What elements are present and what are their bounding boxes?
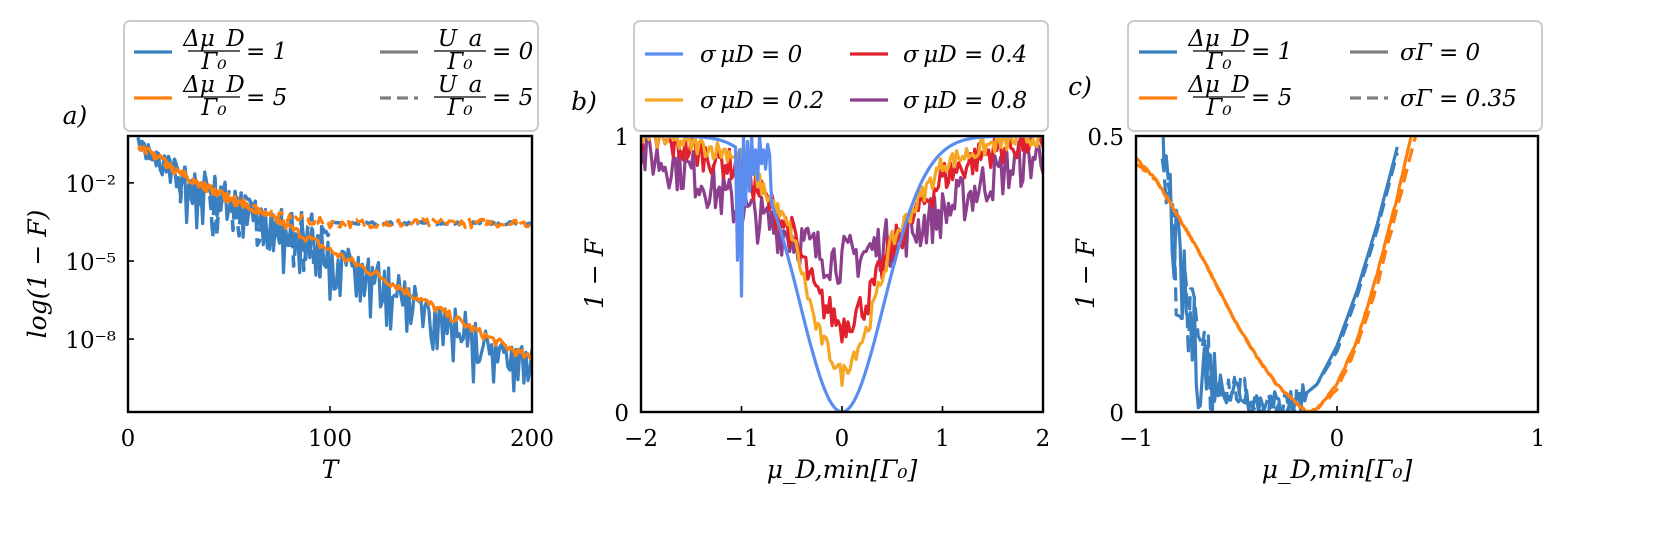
legend-c-label-1-den: Γ₀ [1205,49,1231,75]
legend-a-label-3-num: U_a [438,26,483,52]
xlabel-b: μ_D,min[Γ₀] [767,455,918,484]
legend-a-label-3-den: Γ₀ [446,49,472,75]
xtick-label-b-1: −1 [725,426,759,452]
legend-a-label-4-rest: = 5 [492,85,533,111]
xlabel-a: T [322,455,341,484]
legend-a-label-4: U_aΓ₀ = 5 [434,72,533,121]
series-c-4 [1136,136,1417,412]
ytick-label-b-1: 1 [614,125,629,151]
legend-c-label-4: σΓ = 0.35 [1400,86,1517,112]
legend-a-label-4-den: Γ₀ [446,95,472,121]
legend-b-label-1: σ μD = 0 [700,42,802,68]
xtick-label-c-2: 1 [1531,426,1546,452]
legend-a-label-4-num: U_a [438,72,483,98]
legend-a-label-2: Δμ_DΓ₀ = 5 [182,72,287,121]
ytick-label-a-0: 10⁻² [65,172,116,198]
series-c-2 [1160,152,1399,412]
legend-a [123,20,539,132]
legend-a-label-1-rest: = 1 [246,39,287,65]
xtick-label-a-0: 0 [121,426,136,452]
xtick-label-c-0: −1 [1119,426,1153,452]
legend-a-label-2-rest: = 5 [246,85,287,111]
xtick-label-b-3: 1 [935,426,950,452]
legend-a-label-1-den: Γ₀ [200,49,226,75]
xtick-label-b-2: 0 [835,426,850,452]
series-a-1 [136,137,532,393]
legend-b-label-2: σ μD = 0.2 [700,88,824,114]
xtick-label-c-1: 0 [1330,426,1345,452]
series-a-4 [137,145,532,230]
legend-c-label-2-num: Δμ_D [1187,72,1250,98]
legend-a-label-2-num: Δμ_D [182,72,245,98]
legend-a-label-1-num: Δμ_D [182,26,245,52]
legend-c-label-2-rest: = 5 [1251,85,1292,111]
legend-c-label-1-num: Δμ_D [1187,26,1250,52]
ytick-label-c-0: 0 [1109,401,1124,427]
xtick-label-a-1: 100 [308,426,352,452]
xtick-label-b-4: 2 [1036,426,1051,452]
legend-a-label-3-rest: = 0 [492,39,533,65]
ylabel-c: 1 − F [1071,237,1100,309]
legend-b-label-3: σ μD = 0.4 [903,42,1027,68]
ytick-label-c-1: 0.5 [1087,125,1124,151]
panel-label-a: a) [63,101,88,130]
series-c-1 [1161,136,1399,412]
legend-a-label-1: Δμ_DΓ₀ = 1 [182,26,287,75]
xtick-label-b-0: −2 [624,426,658,452]
series-c-3 [1136,136,1413,412]
ytick-label-a-1: 10⁻⁵ [65,250,116,276]
legend-c-label-2: Δμ_DΓ₀ = 5 [1187,72,1292,121]
series-a-2 [137,145,532,361]
xlabel-c: μ_D,min[Γ₀] [1262,455,1413,484]
series-b-1 [641,136,1043,412]
panel-label-b: b) [571,87,597,116]
legend-c-label-2-den: Γ₀ [1205,95,1231,121]
legend-b-label-4: σ μD = 0.8 [903,88,1027,114]
series-b-2 [641,136,1040,387]
ytick-label-a-2: 10⁻⁸ [65,328,116,354]
legend-c-label-3: σΓ = 0 [1400,40,1480,66]
legend-b [633,20,1049,132]
ylabel-a: log(1 − F) [23,210,52,339]
legend-c-label-1: Δμ_DΓ₀ = 1 [1187,26,1292,75]
legend-c-label-1-rest: = 1 [1251,39,1292,65]
series-b-4 [641,136,1043,285]
legend-a-label-2-den: Γ₀ [200,95,226,121]
legend-a-label-3: U_aΓ₀ = 0 [434,26,533,75]
series-b-3 [641,136,1043,344]
xtick-label-a-2: 200 [510,426,554,452]
panel-label-c: c) [1068,72,1092,101]
ytick-label-b-0: 0 [614,401,629,427]
ylabel-b: 1 − F [580,237,609,309]
legend-c [1127,20,1543,132]
